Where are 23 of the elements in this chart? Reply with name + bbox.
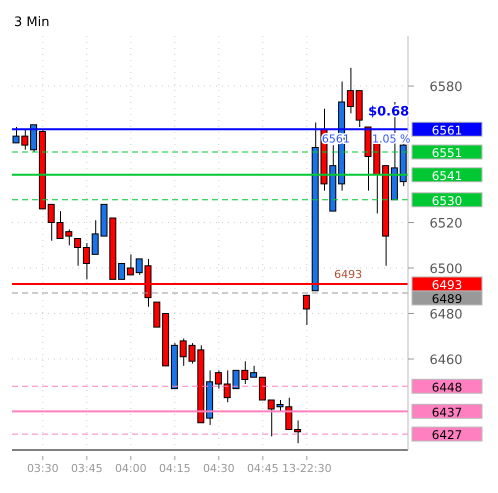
ref-line-label: 6437 <box>432 405 462 420</box>
y-tick-label: 6580 <box>429 80 463 96</box>
y-tick-label: 6500 <box>429 262 463 278</box>
x-tick-label: 04:30 <box>202 462 235 475</box>
x-tick-label: 04:15 <box>158 462 191 475</box>
ref-line-label: 6561 <box>432 123 462 138</box>
chart-title: 3 Min <box>14 15 50 30</box>
ref-line-label: 6541 <box>432 168 462 183</box>
x-tick-label: 13-22:30 <box>282 462 332 475</box>
ref-line-label: 6530 <box>432 194 462 208</box>
annotation: 6493 <box>334 268 362 281</box>
y-tick-label: 6480 <box>429 308 463 323</box>
y-tick-label: 6520 <box>429 216 463 232</box>
x-tick-label: 03:45 <box>70 462 103 475</box>
x-tick-label: 04:00 <box>114 462 147 475</box>
ref-line-label: 6489 <box>432 292 462 306</box>
ref-line-label: 6551 <box>432 146 462 160</box>
x-tick-label: 03:30 <box>26 462 59 475</box>
ref-line-label: 6448 <box>432 380 462 394</box>
y-tick-label: 6460 <box>429 353 463 368</box>
x-tick-label: 04:45 <box>246 462 279 475</box>
ref-line-label: 6427 <box>432 428 462 442</box>
ref-line-label: 6493 <box>432 278 462 292</box>
